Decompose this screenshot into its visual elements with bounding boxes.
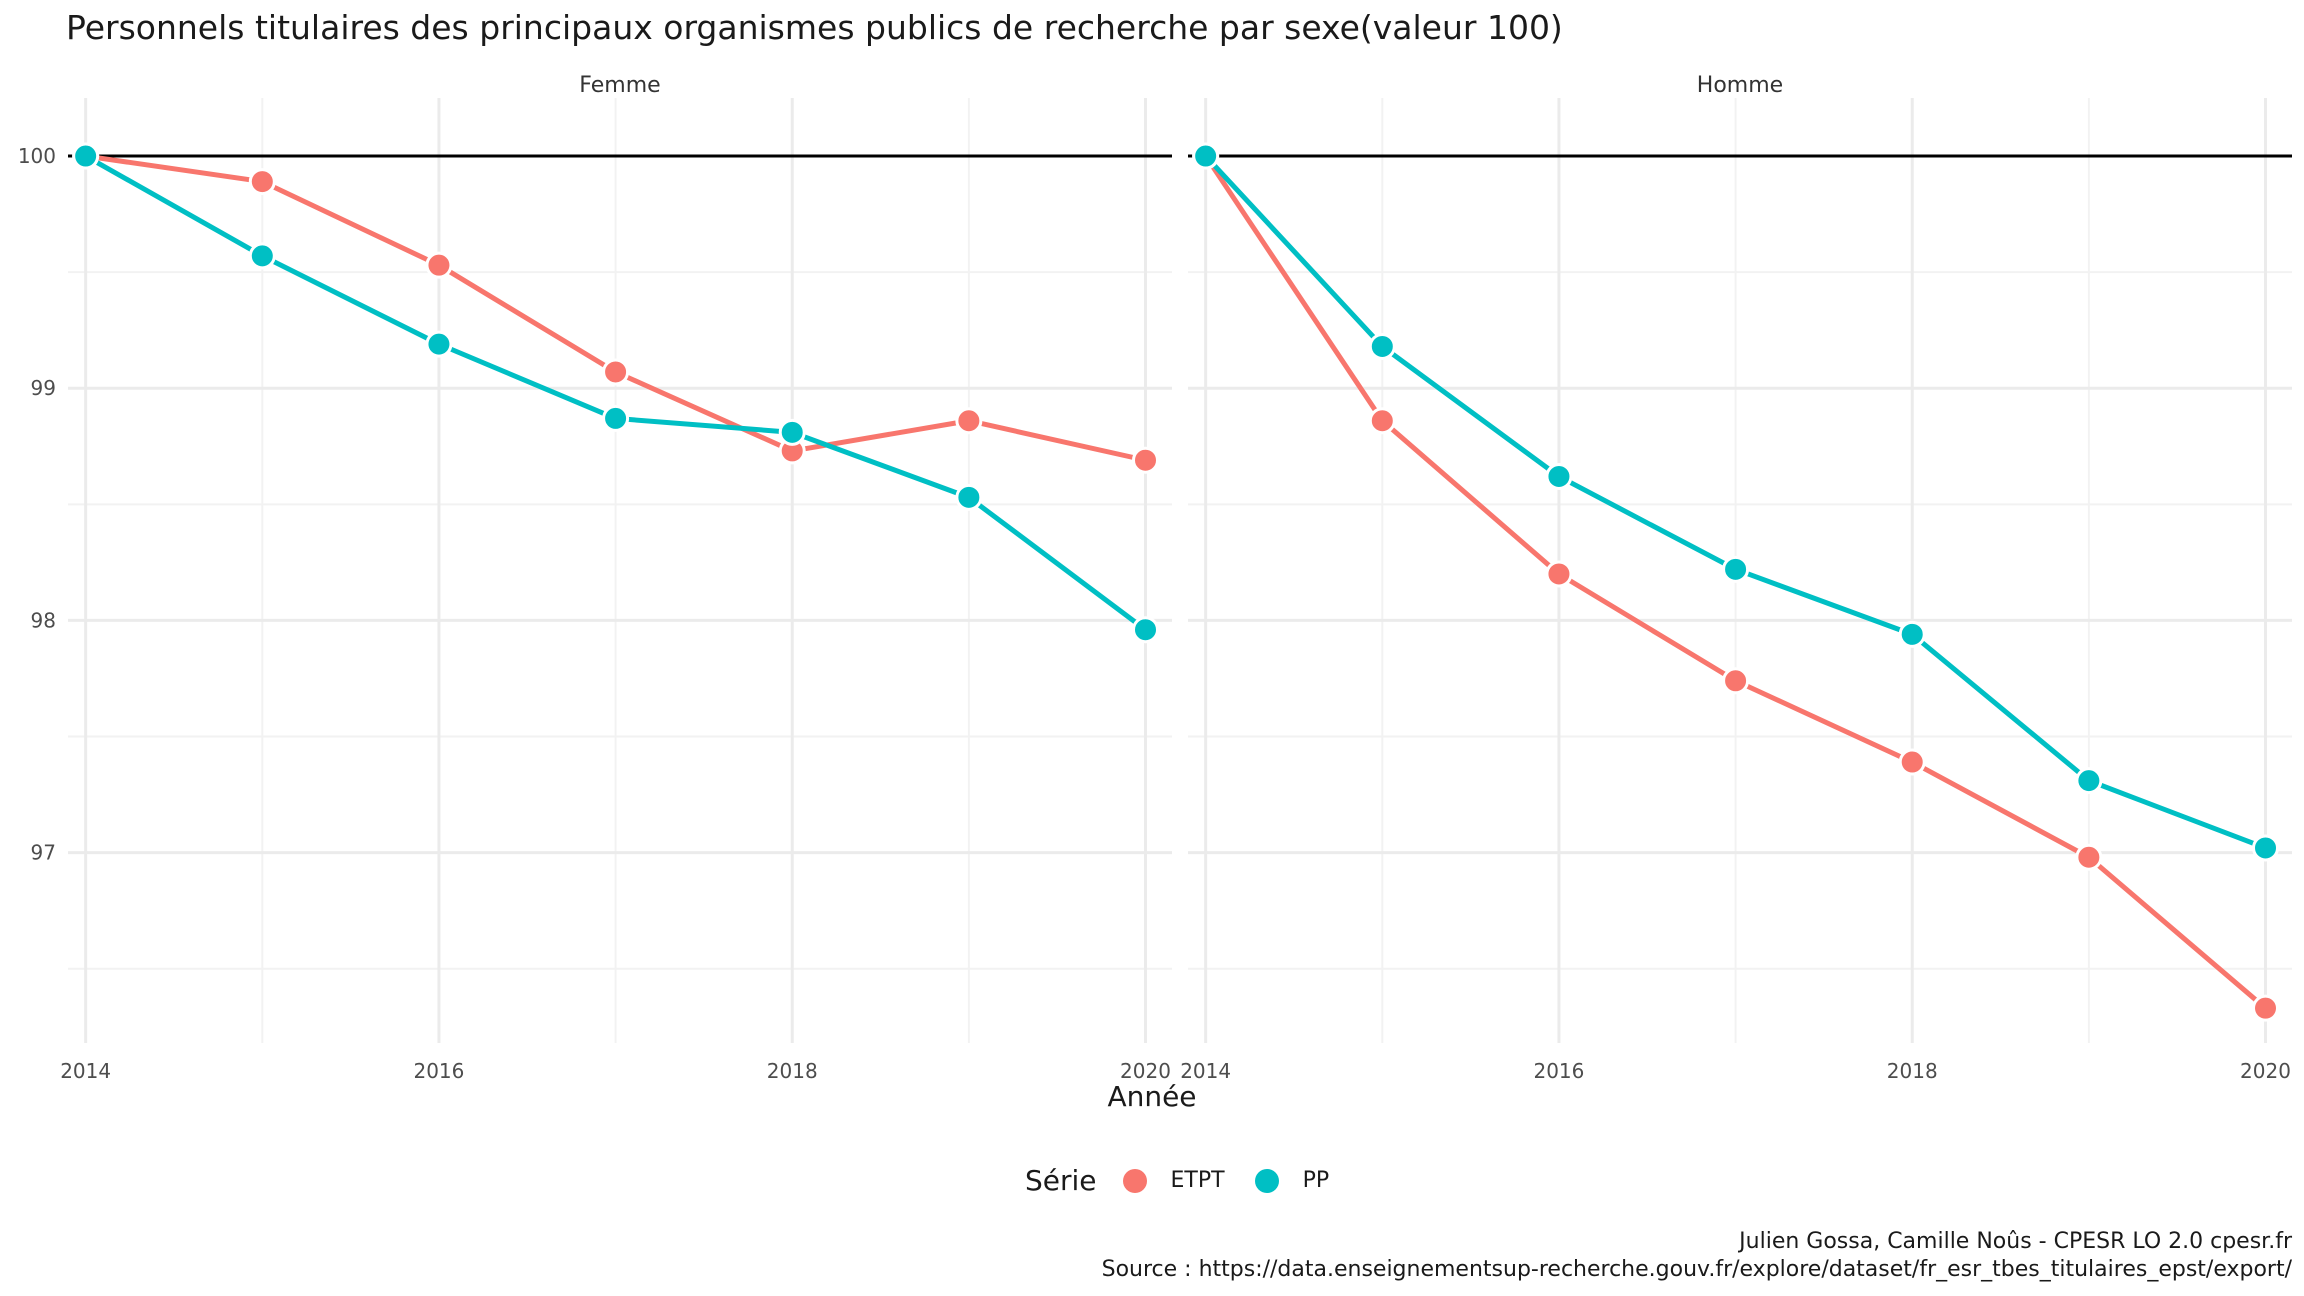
legend-key-etpt	[1122, 1168, 1147, 1193]
legend-label-pp: PP	[1302, 1168, 1330, 1193]
data-point-homme-etpt	[1722, 667, 1750, 695]
x-tick-label: 2014	[60, 1059, 111, 1083]
legend-item-pp: PP	[1254, 1168, 1330, 1193]
data-point-femme-pp	[602, 404, 630, 432]
x-tick-label: 2018	[767, 1059, 818, 1083]
caption: Julien Gossa, Camille Noûs - CPESR LO 2.…	[1102, 1228, 2292, 1284]
data-point-homme-pp	[2075, 767, 2103, 795]
legend: Série ETPT PP	[1025, 1164, 1359, 1197]
data-point-homme-pp	[2252, 834, 2280, 862]
data-point-femme-pp	[1132, 616, 1160, 644]
legend-title: Série	[1025, 1164, 1097, 1197]
legend-label-etpt: ETPT	[1170, 1168, 1225, 1193]
data-point-homme-pp	[1368, 332, 1396, 360]
data-point-homme-etpt	[1545, 560, 1573, 588]
y-tick-label: 99	[31, 376, 56, 400]
x-axis-label: Année	[1107, 1080, 1197, 1113]
data-point-femme-pp	[955, 483, 983, 511]
y-tick-label: 100	[18, 144, 56, 168]
data-point-femme-etpt	[248, 168, 276, 196]
caption-source: Source : https://data.enseignementsup-re…	[1101, 1257, 2292, 1282]
data-point-homme-pp	[1545, 462, 1573, 490]
data-point-homme-etpt	[2075, 843, 2103, 871]
x-tick-label: 2020	[1120, 1059, 1171, 1083]
panel-strip-femme: Femme	[579, 73, 660, 98]
data-point-homme-etpt	[2252, 994, 2280, 1022]
data-point-femme-pp	[248, 242, 276, 270]
y-tick-label: 97	[31, 841, 56, 865]
data-point-homme-etpt	[1898, 748, 1926, 776]
y-tick-label: 98	[31, 608, 56, 632]
panel-strip-homme: Homme	[1697, 73, 1783, 98]
data-point-homme-pp	[1192, 142, 1220, 170]
x-tick-label: 2016	[1533, 1059, 1584, 1083]
data-point-homme-pp	[1722, 555, 1750, 583]
x-tick-label: 2014	[1180, 1059, 1231, 1083]
x-tick-label: 2018	[1887, 1059, 1938, 1083]
x-tick-label: 2016	[413, 1059, 464, 1083]
data-point-femme-etpt	[602, 358, 630, 386]
data-point-femme-pp	[72, 142, 100, 170]
data-point-femme-etpt	[1132, 446, 1160, 474]
x-tick-label: 2020	[2240, 1059, 2291, 1083]
legend-item-etpt: ETPT	[1122, 1168, 1225, 1193]
data-point-femme-etpt	[425, 251, 453, 279]
data-point-femme-pp	[778, 418, 806, 446]
legend-key-pp	[1254, 1168, 1279, 1193]
data-point-femme-pp	[425, 330, 453, 358]
data-point-homme-etpt	[1368, 407, 1396, 435]
chart-title: Personnels titulaires des principaux org…	[66, 8, 1563, 47]
data-point-femme-etpt	[955, 407, 983, 435]
caption-credits: Julien Gossa, Camille Noûs - CPESR LO 2.…	[1739, 1229, 2292, 1254]
data-point-homme-pp	[1898, 620, 1926, 648]
